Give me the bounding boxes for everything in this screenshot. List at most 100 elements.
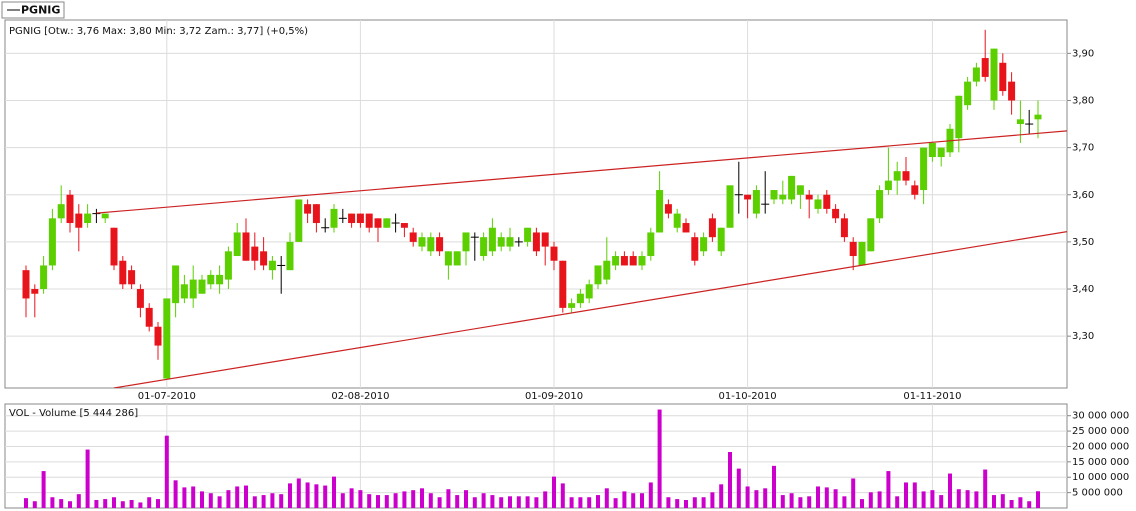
volume-bar bbox=[728, 452, 732, 508]
price-title: PGNIG [Otw.: 3,76 Max: 3,80 Min: 3,72 Za… bbox=[9, 26, 308, 37]
candle-body bbox=[550, 246, 558, 261]
volume-bar bbox=[877, 491, 882, 508]
candle-body bbox=[374, 218, 382, 228]
candle-body bbox=[163, 298, 171, 379]
candle-body bbox=[304, 204, 312, 214]
candle-body bbox=[84, 213, 92, 224]
volume-bar bbox=[692, 497, 697, 508]
volume-bar bbox=[640, 493, 644, 508]
y-tick-label: 3,60 bbox=[1072, 190, 1094, 201]
candle-body bbox=[937, 147, 945, 158]
candle-body bbox=[999, 62, 1007, 92]
volume-bar bbox=[736, 468, 741, 508]
candle-body bbox=[752, 190, 760, 214]
volume-bar bbox=[164, 435, 169, 508]
volume-bar bbox=[305, 482, 310, 508]
candle-body bbox=[902, 171, 910, 181]
x-tick-label: 01-07-2010 bbox=[138, 391, 196, 402]
volume-bar bbox=[472, 497, 477, 508]
volume-bar bbox=[296, 478, 301, 508]
candle-body bbox=[656, 190, 664, 233]
volume-bar bbox=[50, 497, 55, 508]
volume-bar bbox=[780, 495, 785, 508]
volume-bar bbox=[481, 493, 486, 508]
volume-bar bbox=[464, 490, 468, 508]
candle-body bbox=[920, 147, 928, 191]
candle-body bbox=[207, 274, 215, 285]
candle-body bbox=[66, 194, 74, 224]
candle-body bbox=[251, 246, 259, 261]
candle-body bbox=[594, 265, 602, 285]
candle-body bbox=[893, 171, 901, 181]
y-tick-label: 5 000 000 bbox=[1072, 488, 1123, 499]
candle-body bbox=[541, 232, 549, 247]
candle-body bbox=[216, 274, 224, 285]
volume-bar bbox=[798, 497, 803, 508]
volume-bar bbox=[217, 496, 222, 508]
volume-bar bbox=[24, 498, 28, 508]
candle-body bbox=[233, 232, 241, 257]
trend-line bbox=[96, 130, 1067, 214]
volume-bar bbox=[402, 491, 407, 508]
volume-bar bbox=[648, 482, 653, 508]
candle-body bbox=[726, 185, 734, 228]
candle-body bbox=[884, 180, 892, 191]
volume-bar bbox=[59, 499, 64, 508]
volume-bar bbox=[393, 493, 398, 508]
candle-body bbox=[436, 237, 444, 252]
volume-title: VOL - Volume [5 444 286] bbox=[9, 408, 138, 419]
volume-bar bbox=[543, 491, 548, 508]
candle-body bbox=[348, 213, 356, 224]
volume-bar bbox=[499, 497, 504, 508]
candle-body bbox=[673, 213, 681, 228]
candle-body bbox=[22, 270, 30, 299]
volume-bar bbox=[138, 502, 143, 508]
y-tick-label: 3,50 bbox=[1072, 237, 1094, 248]
volume-bar bbox=[1000, 494, 1005, 508]
volume-bar bbox=[288, 483, 292, 508]
y-tick-label: 3,70 bbox=[1072, 143, 1094, 154]
candle-body bbox=[154, 326, 162, 346]
x-tick-label: 01-10-2010 bbox=[719, 391, 777, 402]
volume-bar bbox=[701, 497, 706, 508]
candle-body bbox=[911, 185, 919, 195]
volume-bar bbox=[868, 492, 873, 508]
candle-body bbox=[717, 227, 725, 252]
candle-body bbox=[75, 213, 83, 228]
volume-bar bbox=[182, 487, 187, 508]
candle-body bbox=[480, 237, 488, 257]
volume-bar bbox=[921, 491, 926, 508]
volume-bar bbox=[508, 496, 512, 508]
volume-bar bbox=[252, 496, 257, 508]
volume-bar bbox=[490, 495, 495, 508]
candle-body bbox=[268, 260, 276, 271]
volume-bar bbox=[622, 491, 627, 508]
y-tick-label: 3,30 bbox=[1072, 331, 1094, 342]
volume-bar bbox=[314, 484, 319, 508]
volume-bar bbox=[279, 494, 284, 508]
candle-body bbox=[814, 199, 822, 209]
volume-bar bbox=[904, 482, 908, 508]
volume-bar bbox=[745, 486, 750, 508]
candle-body bbox=[576, 293, 584, 304]
candle-body bbox=[295, 199, 303, 242]
candle-body bbox=[1008, 81, 1016, 101]
volume-bar bbox=[1036, 491, 1040, 508]
candle-body bbox=[638, 256, 646, 266]
candle-body bbox=[744, 194, 752, 200]
candle-body bbox=[603, 260, 611, 280]
volume-bar bbox=[1027, 501, 1032, 508]
candle-body bbox=[418, 237, 426, 247]
candle-body bbox=[57, 204, 65, 219]
candle-body bbox=[365, 213, 373, 228]
candle-body bbox=[559, 260, 567, 308]
volume-bar bbox=[349, 488, 354, 508]
volume-bar bbox=[411, 490, 416, 508]
volume-bar bbox=[604, 488, 609, 508]
volume-bar bbox=[173, 480, 178, 508]
volume-bar bbox=[587, 497, 592, 508]
candle-body bbox=[990, 48, 998, 101]
volume-bar bbox=[32, 501, 37, 508]
volume-bar bbox=[631, 493, 636, 508]
